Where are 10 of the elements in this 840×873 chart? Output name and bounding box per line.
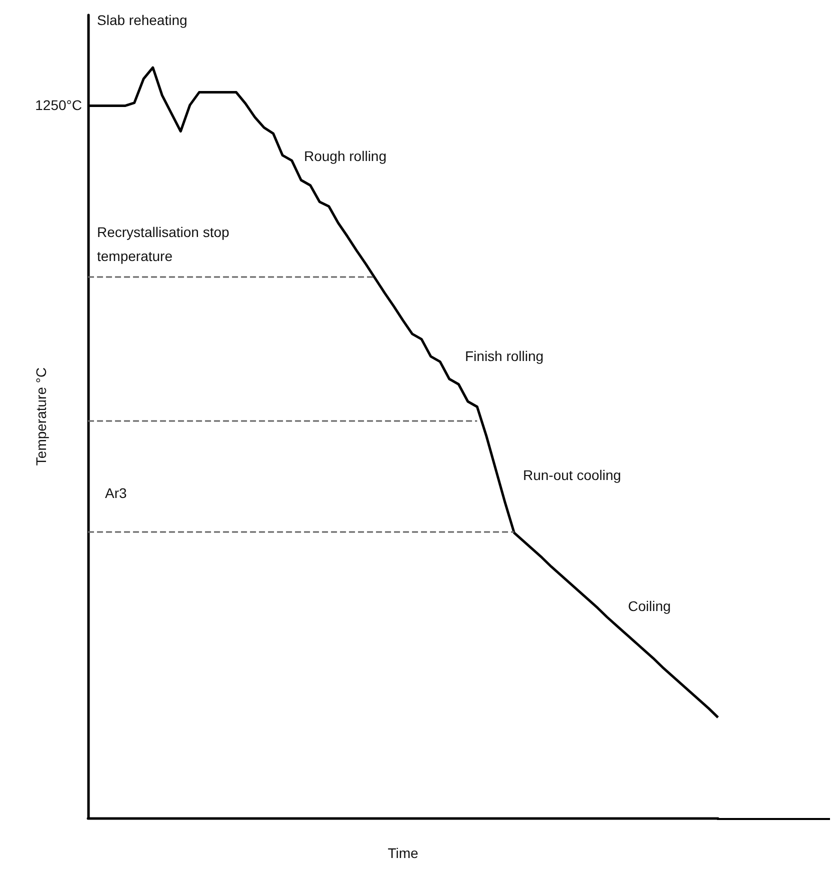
annotation: Finish rolling [465, 348, 544, 364]
annotation: Coiling [628, 598, 671, 614]
annotation: Recrystallisation stop temperature [97, 224, 230, 264]
text: 1250°C [35, 97, 82, 113]
text: Slab reheating [97, 12, 188, 28]
annotation: Run-out cooling [523, 467, 622, 483]
x-axis-title: Time [388, 845, 419, 861]
y-axis-title: Temperature °C [33, 367, 49, 466]
annotation: Rough rolling [304, 148, 386, 164]
annotation: Ar3 [105, 485, 127, 501]
